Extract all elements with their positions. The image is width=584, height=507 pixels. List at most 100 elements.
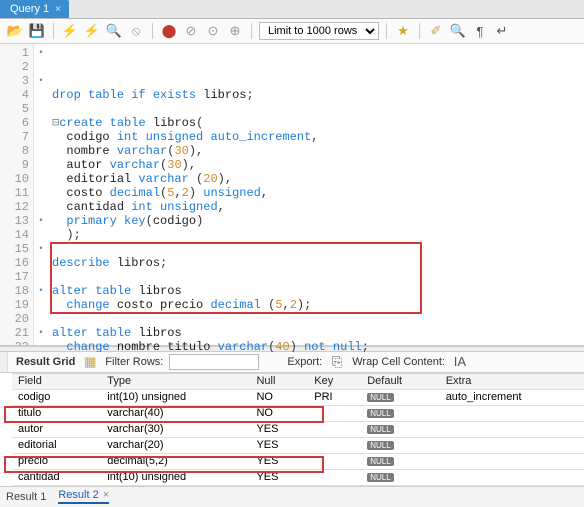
table-row[interactable]: autorvarchar(30)YES NULL	[12, 421, 584, 437]
grid-cell[interactable]: YES	[250, 421, 308, 437]
line-marker	[34, 116, 48, 130]
grid-cell[interactable]	[440, 405, 584, 421]
table-row[interactable]: preciodecimal(5,2)YES NULL	[12, 453, 584, 469]
grid-cell[interactable]: varchar(30)	[101, 421, 250, 437]
grid-header-cell[interactable]: Key	[308, 373, 361, 389]
open-icon[interactable]: 📂	[6, 22, 24, 40]
line-marker	[34, 298, 48, 312]
grid-cell[interactable]: varchar(20)	[101, 437, 250, 453]
code-line[interactable]	[52, 242, 580, 256]
result-grid[interactable]: FieldTypeNullKeyDefaultExtra codigoint(1…	[12, 373, 584, 486]
code-line[interactable]: cantidad int unsigned,	[52, 200, 580, 214]
code-line[interactable]: nombre varchar(30),	[52, 144, 580, 158]
code-line[interactable]: ⊟create table libros(	[52, 116, 580, 130]
grid-cell[interactable]	[440, 469, 584, 485]
export-icon[interactable]: ⎘	[328, 353, 346, 371]
code-line[interactable]: codigo int unsigned auto_increment,	[52, 130, 580, 144]
grid-cell[interactable]	[308, 437, 361, 453]
grid-cell[interactable]: NULL	[361, 405, 439, 421]
grid-cell[interactable]: NULL	[361, 453, 439, 469]
line-number: 12	[0, 200, 29, 214]
grid-header-cell[interactable]: Type	[101, 373, 250, 389]
grid-header-cell[interactable]: Extra	[440, 373, 584, 389]
code-line[interactable]: primary key(codigo)	[52, 214, 580, 228]
grid-cell[interactable]: NO	[250, 389, 308, 405]
grid-icon[interactable]: ▦	[81, 353, 99, 371]
grid-cell[interactable]: YES	[250, 469, 308, 485]
grid-cell[interactable]: varchar(40)	[101, 405, 250, 421]
grid-cell[interactable]	[440, 421, 584, 437]
close-result-icon[interactable]: ×	[103, 489, 109, 501]
code-line[interactable]	[52, 312, 580, 326]
autocommit-icon[interactable]: ⊙	[204, 22, 222, 40]
grid-cell[interactable]	[440, 437, 584, 453]
explain-icon[interactable]: 🔍	[105, 22, 123, 40]
execute-step-icon[interactable]: ⚡	[83, 22, 101, 40]
code-area[interactable]: drop table if exists libros; ⊟create tabl…	[48, 44, 584, 345]
grid-header-cell[interactable]: Default	[361, 373, 439, 389]
grid-cell[interactable]: codigo	[12, 389, 101, 405]
grid-cell[interactable]: cantidad	[12, 469, 101, 485]
grid-header-cell[interactable]: Null	[250, 373, 308, 389]
result-tab[interactable]: Result 2×	[58, 489, 109, 504]
grid-cell[interactable]: editorial	[12, 437, 101, 453]
grid-cell[interactable]: YES	[250, 437, 308, 453]
code-line[interactable]: change costo precio decimal (5,2);	[52, 298, 580, 312]
grid-cell[interactable]: NULL	[361, 469, 439, 485]
grid-cell[interactable]	[440, 453, 584, 469]
execute-icon[interactable]: ⚡	[61, 22, 79, 40]
grid-cell[interactable]: PRI	[308, 389, 361, 405]
invisible-icon[interactable]: ¶	[471, 22, 489, 40]
grid-cell[interactable]: int(10) unsigned	[101, 469, 250, 485]
code-line[interactable]: describe libros;	[52, 256, 580, 270]
filter-input[interactable]	[169, 354, 259, 370]
rollback-icon[interactable]: ⊘	[182, 22, 200, 40]
grid-cell[interactable]: titulo	[12, 405, 101, 421]
query-tab[interactable]: Query 1 ×	[0, 0, 69, 18]
grid-cell[interactable]	[308, 405, 361, 421]
stop-icon[interactable]: ⦸	[127, 22, 145, 40]
star-icon[interactable]: ★	[394, 22, 412, 40]
save-icon[interactable]: 💾	[28, 22, 46, 40]
grid-cell[interactable]: auto_increment	[440, 389, 584, 405]
sql-editor[interactable]: 12345678910111213141516171819202122 ••••…	[0, 44, 584, 346]
code-line[interactable]: editorial varchar (20),	[52, 172, 580, 186]
grid-cell[interactable]: autor	[12, 421, 101, 437]
code-line[interactable]: );	[52, 228, 580, 242]
toggle-icon[interactable]: ⊕	[226, 22, 244, 40]
commit-icon[interactable]: ⬤	[160, 22, 178, 40]
result-scrollbar[interactable]	[0, 352, 8, 372]
code-line[interactable]: drop table if exists libros;	[52, 88, 580, 102]
code-line[interactable]	[52, 270, 580, 284]
table-row[interactable]: titulovarchar(40)NO NULL	[12, 405, 584, 421]
code-line[interactable]: alter table libros	[52, 284, 580, 298]
grid-cell[interactable]: YES	[250, 453, 308, 469]
separator	[53, 23, 54, 39]
grid-header-cell[interactable]: Field	[12, 373, 101, 389]
code-line[interactable]: costo decimal(5,2) unsigned,	[52, 186, 580, 200]
code-line[interactable]: alter table libros	[52, 326, 580, 340]
table-row[interactable]: cantidadint(10) unsignedYES NULL	[12, 469, 584, 485]
grid-cell[interactable]: decimal(5,2)	[101, 453, 250, 469]
grid-cell[interactable]	[308, 469, 361, 485]
grid-cell[interactable]: NULL	[361, 437, 439, 453]
code-line[interactable]: autor varchar(30),	[52, 158, 580, 172]
wrap-icon[interactable]: ↵	[493, 22, 511, 40]
grid-cell[interactable]: NO	[250, 405, 308, 421]
wrap-cell-icon[interactable]: IA	[451, 353, 469, 371]
code-line[interactable]	[52, 102, 580, 116]
line-number: 5	[0, 102, 29, 116]
find-icon[interactable]: 🔍	[449, 22, 467, 40]
grid-cell[interactable]: int(10) unsigned	[101, 389, 250, 405]
limit-select[interactable]: Limit to 1000 rows	[259, 22, 379, 40]
grid-cell[interactable]: precio	[12, 453, 101, 469]
result-tab[interactable]: Result 1	[6, 491, 46, 503]
grid-cell[interactable]	[308, 421, 361, 437]
beautify-icon[interactable]: ✐	[427, 22, 445, 40]
grid-cell[interactable]	[308, 453, 361, 469]
table-row[interactable]: codigoint(10) unsignedNOPRINULLauto_incr…	[12, 389, 584, 405]
table-row[interactable]: editorialvarchar(20)YES NULL	[12, 437, 584, 453]
grid-cell[interactable]: NULL	[361, 389, 439, 405]
grid-cell[interactable]: NULL	[361, 421, 439, 437]
close-tab-icon[interactable]: ×	[55, 4, 61, 15]
